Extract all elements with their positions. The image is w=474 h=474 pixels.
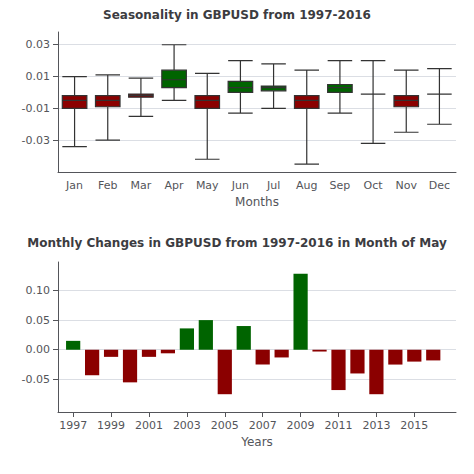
svg-text:2015: 2015 — [400, 419, 428, 432]
svg-text:Jul: Jul — [266, 179, 280, 192]
svg-text:Nov: Nov — [396, 179, 418, 192]
svg-text:May: May — [196, 179, 219, 192]
svg-text:Sep: Sep — [330, 179, 351, 192]
svg-text:1999: 1999 — [97, 419, 125, 432]
svg-text:1997: 1997 — [59, 419, 87, 432]
svg-text:2011: 2011 — [324, 419, 352, 432]
svg-text:Years: Years — [240, 435, 273, 449]
svg-text:0.05: 0.05 — [26, 314, 51, 327]
svg-text:2003: 2003 — [173, 419, 201, 432]
svg-text:Mar: Mar — [131, 179, 152, 192]
svg-text:Months: Months — [235, 195, 279, 209]
svg-text:Jun: Jun — [231, 179, 249, 192]
svg-text:2005: 2005 — [211, 419, 239, 432]
svg-text:Dec: Dec — [429, 179, 450, 192]
svg-text:0.03: 0.03 — [26, 38, 51, 51]
svg-text:0.00: 0.00 — [26, 343, 51, 356]
svg-text:0.10: 0.10 — [26, 284, 51, 297]
svg-text:-0.03: -0.03 — [22, 134, 50, 147]
svg-text:2009: 2009 — [287, 419, 315, 432]
svg-text:-0.01: -0.01 — [22, 102, 50, 115]
svg-text:Apr: Apr — [165, 179, 185, 192]
svg-text:0.01: 0.01 — [26, 70, 51, 83]
svg-text:Oct: Oct — [364, 179, 384, 192]
svg-text:-0.05: -0.05 — [22, 373, 50, 386]
svg-text:Aug: Aug — [296, 179, 317, 192]
svg-text:Seasonality in GBPUSD from 199: Seasonality in GBPUSD from 1997-2016 — [103, 8, 371, 22]
svg-text:2001: 2001 — [135, 419, 163, 432]
svg-text:Jan: Jan — [65, 179, 83, 192]
svg-text:Feb: Feb — [98, 179, 117, 192]
svg-text:2013: 2013 — [362, 419, 390, 432]
svg-text:Monthly Changes in GBPUSD from: Monthly Changes in GBPUSD from 1997-2016… — [27, 236, 447, 250]
svg-text:2007: 2007 — [249, 419, 277, 432]
